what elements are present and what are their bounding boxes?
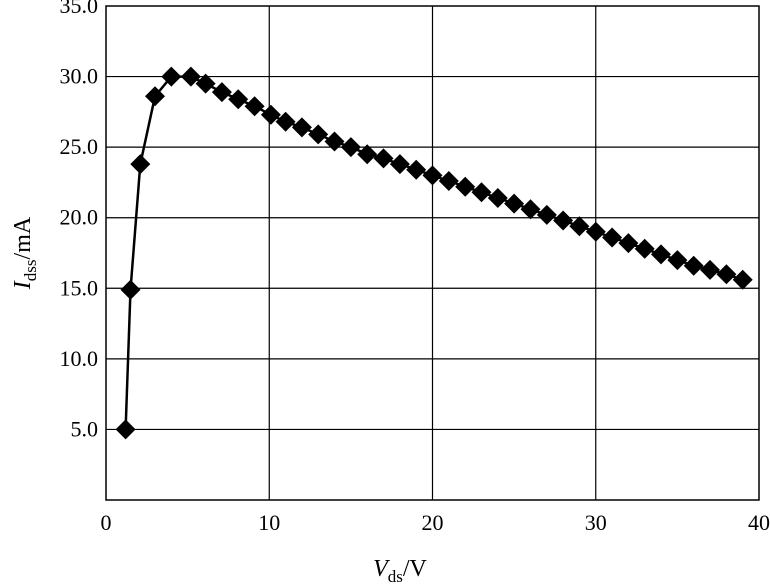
data-point (120, 279, 141, 300)
y-axis-ticks: 5.0 10.0 15.0 20.0 25.0 30.0 35.0 (60, 0, 99, 441)
x-tick-label: 10 (258, 510, 280, 535)
data-point (324, 131, 345, 152)
y-axis-label-unit: /mA (10, 216, 36, 259)
data-point (504, 193, 525, 214)
data-point (406, 159, 427, 180)
data-point (700, 259, 720, 280)
data-point (569, 216, 590, 237)
data-point (553, 210, 574, 231)
x-tick-label: 20 (422, 510, 444, 535)
data-point (180, 66, 201, 87)
y-axis-label-subscript: dss (21, 259, 40, 281)
y-tick-label: 30.0 (60, 64, 99, 89)
y-axis-label-symbol: I (10, 280, 36, 290)
x-tick-label: 30 (585, 510, 607, 535)
data-point (602, 227, 623, 248)
x-axis-label-unit: /V (403, 556, 428, 582)
data-point (373, 148, 394, 169)
data-point (244, 96, 265, 117)
y-tick-label: 20.0 (60, 205, 99, 230)
data-point (115, 419, 136, 440)
data-point (211, 82, 232, 103)
data-point (389, 154, 410, 175)
y-tick-label: 10.0 (60, 346, 99, 371)
data-point (634, 238, 655, 259)
y-tick-label: 15.0 (60, 275, 99, 300)
data-point (275, 111, 296, 132)
data-point (130, 154, 151, 175)
series-line (124, 75, 744, 430)
data-point (732, 269, 753, 290)
data-point (260, 104, 281, 125)
data-point (161, 66, 182, 87)
y-tick-label: 5.0 (71, 416, 99, 441)
data-point (308, 124, 329, 145)
data-point (683, 255, 704, 276)
y-tick-label: 25.0 (60, 134, 99, 159)
data-point (145, 86, 165, 107)
data-point (438, 171, 459, 191)
x-axis-label-subscript: ds (388, 567, 403, 584)
x-axis-ticks: 0 10 20 30 40 (101, 510, 770, 535)
data-point (651, 244, 671, 265)
data-point (195, 73, 216, 94)
data-point (455, 176, 476, 197)
data-point (618, 233, 639, 254)
data-point (228, 89, 249, 110)
x-axis-label: Vds/V (373, 556, 427, 584)
data-point (487, 188, 508, 208)
y-tick-label: 35.0 (60, 0, 99, 18)
data-point (471, 182, 492, 203)
plot-frame (105, 5, 760, 501)
data-point (520, 199, 541, 220)
data-point (357, 144, 378, 165)
x-axis-label-symbol: V (373, 556, 390, 582)
data-point (716, 264, 737, 285)
y-axis-label: Idss/mA (10, 216, 40, 290)
data-point (340, 137, 361, 158)
x-tick-label: 40 (748, 510, 770, 535)
data-point (422, 165, 443, 186)
data-point (291, 117, 312, 138)
data-point (667, 250, 688, 271)
gridlines (106, 6, 759, 500)
data-point (536, 204, 557, 225)
x-tick-label: 0 (101, 510, 112, 535)
data-point (585, 221, 606, 242)
series-markers (115, 66, 753, 440)
